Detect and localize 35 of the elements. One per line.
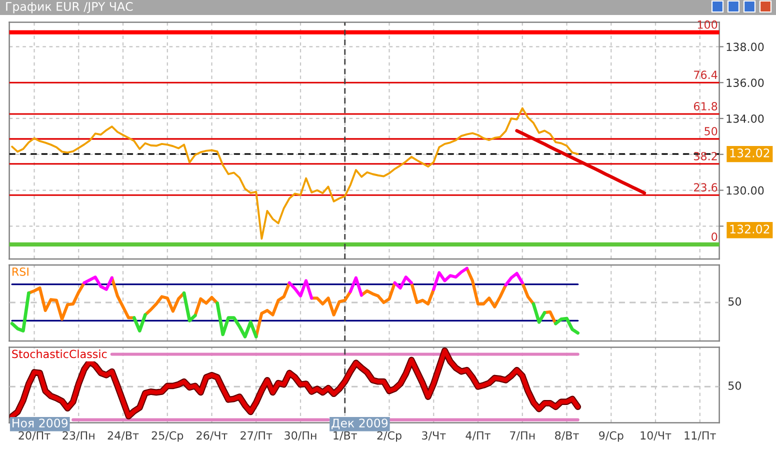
x-tick-label: 25/Ср <box>152 431 184 442</box>
x-tick-label: 10/Чт <box>640 431 672 441</box>
x-tick-label: 3/Чт <box>422 431 446 441</box>
x-tick-label: 26/Чт <box>196 431 228 441</box>
annotation: 100 <box>698 20 718 29</box>
y-tick-label: 134.00 <box>726 114 764 123</box>
x-tick-label: 27/Пт <box>240 431 272 441</box>
x-tick-label: 23/Пн <box>62 431 94 441</box>
annotation: 61.8 <box>694 102 718 110</box>
annotation: Ноя 2009 <box>12 418 68 428</box>
annotation: 50 <box>704 127 718 136</box>
x-tick-label: 20/Пт <box>18 431 50 441</box>
x-tick-label: 8/Вт <box>555 431 579 441</box>
x-tick-label: 9/Ср <box>599 431 624 442</box>
annotation: 23.6 <box>694 183 718 192</box>
x-tick-label: 11/Пт <box>684 431 716 441</box>
x-tick-label: 7/Пн <box>510 431 535 441</box>
ref-line-label: Дек 2009 <box>332 418 388 430</box>
ref-line-label: 132.02 <box>730 148 770 158</box>
y-tick-label: 130.00 <box>726 186 764 195</box>
annotation: 0 <box>712 232 718 241</box>
chart-title: StochasticClassic <box>12 350 107 358</box>
x-tick-label: 30/Пн <box>284 431 316 441</box>
y-tick-label: 138.00 <box>726 42 764 52</box>
y-tick-label: 136.00 <box>726 78 764 87</box>
x-tick-label: 2/Ср <box>377 431 402 442</box>
x-tick-label: 1/Вт <box>334 431 358 441</box>
text: 50 <box>728 297 742 306</box>
annotation: 76.4 <box>694 70 718 80</box>
chart-title: График EUR /JPY ЧАС <box>6 2 133 14</box>
text: 132.02 <box>730 224 770 234</box>
x-tick-label: 4/Пт <box>466 431 491 441</box>
chart-title: RSI <box>12 267 28 276</box>
text: 50 <box>728 381 742 390</box>
x-tick-label: 24/Вт <box>108 431 139 441</box>
